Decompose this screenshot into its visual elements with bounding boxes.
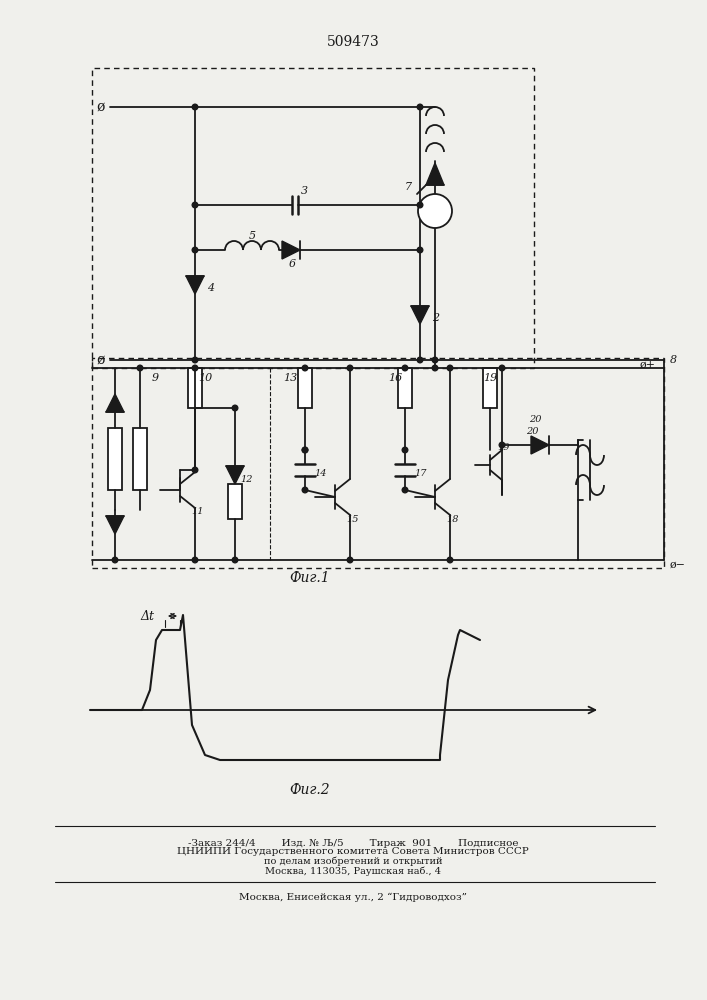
Bar <box>398 368 412 408</box>
Text: Фиг.2: Фиг.2 <box>290 783 330 797</box>
Circle shape <box>137 365 143 371</box>
Polygon shape <box>106 516 124 534</box>
Circle shape <box>192 467 198 473</box>
Text: Δt: Δt <box>140 609 154 622</box>
Polygon shape <box>282 241 300 259</box>
Text: 10: 10 <box>198 373 212 383</box>
Circle shape <box>432 365 438 371</box>
Circle shape <box>302 447 308 453</box>
Text: 18: 18 <box>447 514 460 524</box>
Circle shape <box>302 487 308 493</box>
Bar <box>92 358 664 568</box>
Circle shape <box>192 357 198 363</box>
Text: 19: 19 <box>483 373 497 383</box>
Circle shape <box>448 365 452 371</box>
Text: 7: 7 <box>404 182 411 192</box>
Text: Москва, 113035, Раушская наб., 4: Москва, 113035, Раушская наб., 4 <box>265 866 441 876</box>
Circle shape <box>499 365 505 371</box>
Text: 11: 11 <box>192 508 204 516</box>
Bar <box>133 428 147 490</box>
Circle shape <box>192 365 198 371</box>
Text: 14: 14 <box>315 468 327 478</box>
Circle shape <box>347 365 353 371</box>
Circle shape <box>402 487 408 493</box>
Circle shape <box>192 557 198 563</box>
Circle shape <box>232 557 238 563</box>
Text: 16: 16 <box>388 373 402 383</box>
Circle shape <box>302 447 308 453</box>
Text: 15: 15 <box>346 514 359 524</box>
Circle shape <box>448 557 452 563</box>
Circle shape <box>432 357 438 363</box>
Polygon shape <box>106 394 124 412</box>
Text: по делам изобретений и открытий: по делам изобретений и открытий <box>264 856 443 866</box>
Text: 5: 5 <box>248 231 255 241</box>
Circle shape <box>499 442 505 448</box>
Text: ø+: ø+ <box>640 360 656 370</box>
Bar <box>92 68 534 368</box>
Polygon shape <box>531 436 549 454</box>
Text: 12: 12 <box>241 475 253 484</box>
Bar <box>228 484 242 519</box>
Polygon shape <box>426 163 444 185</box>
Circle shape <box>417 104 423 110</box>
Bar <box>188 368 202 408</box>
Bar <box>108 428 122 490</box>
Text: 1: 1 <box>431 205 439 218</box>
Circle shape <box>192 202 198 208</box>
Circle shape <box>417 357 423 363</box>
Circle shape <box>402 365 408 371</box>
Text: Фиг.1: Фиг.1 <box>290 571 330 585</box>
Text: -Заказ 244/4        Изд. № Љ/5        Тираж  901        Подписное: -Заказ 244/4 Изд. № Љ/5 Тираж 901 Подпис… <box>188 838 518 848</box>
Circle shape <box>417 247 423 253</box>
Text: 4: 4 <box>207 283 214 293</box>
Circle shape <box>232 405 238 411</box>
Text: ЦНИИПИ Государственного комитета Совета Министров СССР: ЦНИИПИ Государственного комитета Совета … <box>177 846 529 856</box>
Circle shape <box>112 557 118 563</box>
Text: 20: 20 <box>529 416 542 424</box>
Text: 19: 19 <box>498 442 510 452</box>
Text: 17: 17 <box>415 468 427 478</box>
Text: 9: 9 <box>151 373 158 383</box>
Text: 20: 20 <box>526 426 538 436</box>
Circle shape <box>302 365 308 371</box>
Text: 3: 3 <box>300 186 308 196</box>
Text: Москва, Енисейская ул., 2 “Гидроводхоз”: Москва, Енисейская ул., 2 “Гидроводхоз” <box>239 892 467 902</box>
Circle shape <box>192 247 198 253</box>
Circle shape <box>402 447 408 453</box>
Polygon shape <box>411 306 429 324</box>
Text: ø: ø <box>97 353 105 367</box>
Bar <box>298 368 312 408</box>
Circle shape <box>417 202 423 208</box>
Text: 509473: 509473 <box>327 35 380 49</box>
Circle shape <box>192 104 198 110</box>
Circle shape <box>347 557 353 563</box>
Bar <box>483 368 497 408</box>
Text: 2: 2 <box>433 313 440 323</box>
Text: ø−: ø− <box>670 560 686 570</box>
Text: ø: ø <box>97 100 105 114</box>
Text: 8: 8 <box>670 355 677 365</box>
Polygon shape <box>226 466 244 484</box>
Circle shape <box>418 194 452 228</box>
Text: 13: 13 <box>283 373 297 383</box>
Polygon shape <box>186 276 204 294</box>
Text: 6: 6 <box>288 259 296 269</box>
